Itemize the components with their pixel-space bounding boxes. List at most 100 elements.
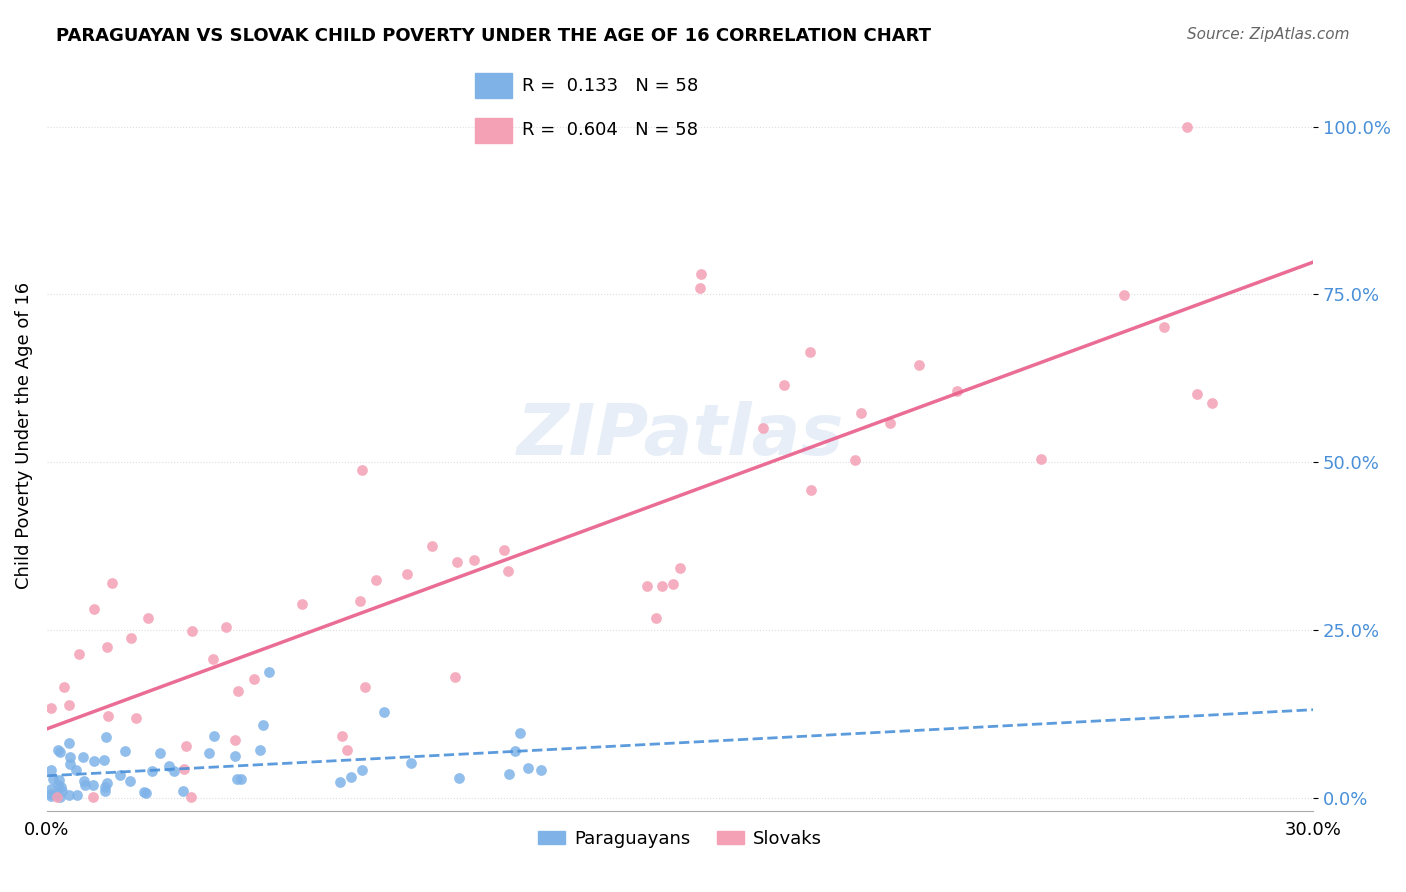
Point: [83, 602, 105, 616]
Point: [42, 772, 65, 787]
Point: [908, 358, 931, 372]
Point: [181, 624, 204, 638]
Point: [644, 611, 666, 625]
Point: [349, 594, 371, 608]
Point: [1114, 288, 1136, 302]
Legend: Paraguayans, Slovaks: Paraguayans, Slovaks: [530, 822, 830, 855]
Point: [399, 756, 422, 771]
Point: [59, 750, 82, 764]
Point: [124, 711, 146, 725]
Point: [354, 680, 377, 694]
Point: [529, 763, 551, 777]
Point: [67, 647, 90, 661]
Text: R =  0.604   N = 58: R = 0.604 N = 58: [523, 121, 699, 139]
Point: [336, 742, 359, 756]
Point: [65, 789, 87, 803]
Text: PARAGUAYAN VS SLOVAK CHILD POVERTY UNDER THE AGE OF 16 CORRELATION CHART: PARAGUAYAN VS SLOVAK CHILD POVERTY UNDER…: [56, 27, 931, 45]
Point: [463, 553, 485, 567]
Point: [82, 778, 104, 792]
Point: [49, 780, 72, 794]
Point: [226, 684, 249, 698]
Point: [243, 673, 266, 687]
Point: [174, 739, 197, 753]
Point: [93, 753, 115, 767]
Point: [149, 746, 172, 760]
Point: [516, 761, 538, 775]
Point: [799, 345, 821, 359]
Point: [946, 384, 969, 398]
Point: [94, 730, 117, 744]
Point: [75, 778, 97, 792]
Point: [198, 746, 221, 760]
Point: [202, 651, 225, 665]
Point: [120, 632, 142, 646]
Point: [395, 567, 418, 582]
Point: [93, 780, 115, 794]
Point: [136, 611, 159, 625]
Point: [661, 577, 683, 591]
Point: [48, 745, 70, 759]
Point: [172, 784, 194, 798]
Point: [851, 406, 873, 420]
Point: [492, 543, 515, 558]
Point: [83, 754, 105, 768]
Point: [1175, 120, 1198, 134]
Point: [215, 620, 238, 634]
Point: [447, 771, 470, 785]
Point: [45, 790, 67, 805]
Point: [96, 640, 118, 654]
Point: [352, 764, 374, 778]
Point: [443, 670, 465, 684]
Point: [879, 416, 901, 430]
Point: [96, 776, 118, 790]
Point: [46, 779, 69, 793]
Point: [689, 281, 711, 295]
Point: [1185, 387, 1208, 401]
Point: [65, 764, 87, 778]
Point: [101, 576, 124, 591]
Point: [249, 743, 271, 757]
Point: [72, 749, 94, 764]
Point: [120, 774, 142, 789]
FancyBboxPatch shape: [475, 73, 512, 98]
Point: [45, 787, 67, 801]
Point: [498, 565, 520, 579]
FancyBboxPatch shape: [475, 118, 512, 143]
Point: [252, 717, 274, 731]
Point: [503, 744, 526, 758]
Point: [1153, 320, 1175, 334]
Point: [751, 421, 773, 435]
Point: [141, 764, 163, 779]
Text: Source: ZipAtlas.com: Source: ZipAtlas.com: [1187, 27, 1350, 42]
Point: [53, 680, 76, 694]
Point: [257, 665, 280, 679]
Point: [773, 377, 796, 392]
Point: [800, 483, 823, 497]
Text: R =  0.133   N = 58: R = 0.133 N = 58: [523, 77, 699, 95]
Point: [94, 784, 117, 798]
Point: [352, 463, 374, 477]
Point: [97, 708, 120, 723]
Point: [157, 758, 180, 772]
Point: [373, 705, 395, 719]
Point: [224, 749, 246, 764]
Point: [636, 578, 658, 592]
Point: [48, 773, 70, 788]
Point: [114, 744, 136, 758]
Point: [420, 539, 443, 553]
Point: [134, 785, 156, 799]
Point: [202, 729, 225, 743]
Point: [51, 784, 73, 798]
Point: [651, 579, 673, 593]
Point: [82, 790, 104, 805]
Point: [226, 772, 249, 786]
Point: [690, 268, 713, 282]
Point: [108, 768, 131, 782]
Point: [669, 561, 692, 575]
Point: [229, 772, 252, 787]
Point: [329, 775, 352, 789]
Point: [163, 764, 186, 779]
Point: [180, 790, 202, 805]
Point: [340, 770, 363, 784]
Point: [58, 788, 80, 802]
